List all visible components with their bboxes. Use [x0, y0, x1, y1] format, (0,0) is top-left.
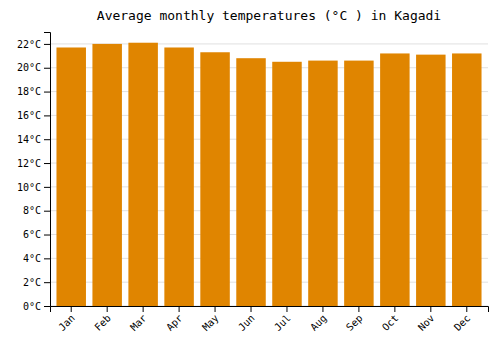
- x-tick-mark: [143, 306, 144, 312]
- y-tick-mark: [44, 163, 50, 164]
- x-tick-label: Jun: [236, 312, 257, 333]
- y-tick-label: 4°C: [23, 253, 41, 264]
- y-tick-mark: [44, 115, 50, 116]
- y-tick-label: 18°C: [17, 86, 41, 97]
- y-tick: 10°C: [17, 182, 50, 193]
- y-tick-mark: [44, 44, 50, 45]
- x-tick-label: Aug: [308, 312, 329, 333]
- x-tick-label: Oct: [380, 312, 401, 333]
- y-tick-mark: [44, 92, 50, 93]
- x-tick: Sep: [344, 306, 365, 333]
- x-tick-label: Dec: [452, 312, 473, 333]
- x-tick-mark: [322, 306, 323, 312]
- y-tick: 6°C: [23, 229, 50, 240]
- x-tick-label: Apr: [164, 312, 185, 333]
- x-tick-label: Jan: [56, 312, 77, 333]
- y-tick-label: 10°C: [17, 182, 41, 193]
- x-tick: Jun: [236, 306, 257, 333]
- bar: [452, 53, 481, 306]
- y-tick-mark: [44, 187, 50, 188]
- x-tick-mark: [71, 306, 72, 312]
- grid: [50, 44, 488, 306]
- y-tick-mark: [44, 235, 50, 236]
- bar: [56, 47, 85, 306]
- x-tick: Oct: [380, 306, 401, 333]
- y-tick-label: 16°C: [17, 110, 41, 121]
- plot: 0°C 2°C 4°C 6°C 8°C 10°C 12°C 14°C 16°C 18°C 20°C 2…: [17, 33, 489, 333]
- y-tick: 14°C: [17, 134, 50, 145]
- x-tick: Jul: [272, 306, 293, 333]
- x-tick-mark: [430, 306, 431, 312]
- y-tick-mark: [44, 68, 50, 69]
- y-tick: 4°C: [23, 253, 50, 264]
- x-tick: Jan: [56, 306, 77, 333]
- bar: [164, 47, 193, 306]
- y-tick-label: 12°C: [17, 158, 41, 169]
- x-tick: Nov: [416, 306, 437, 333]
- x-tick-mark: [394, 306, 395, 312]
- y-tick: 8°C: [23, 205, 50, 216]
- y-tick: 20°C: [17, 62, 50, 73]
- y-tick-label: 8°C: [23, 205, 41, 216]
- y-axis: 0°C 2°C 4°C 6°C 8°C 10°C 12°C 14°C 16°C 18°C 20°C 2…: [17, 33, 51, 312]
- y-tick: 2°C: [23, 277, 50, 288]
- x-tick: May: [200, 306, 221, 333]
- y-tick-label: 20°C: [17, 62, 41, 73]
- y-tick-label: 14°C: [17, 134, 41, 145]
- bar: [416, 55, 445, 306]
- y-tick: 12°C: [17, 158, 50, 169]
- x-tick-mark: [251, 306, 252, 312]
- x-tick-mark: [358, 306, 359, 312]
- x-tick-mark: [179, 306, 180, 312]
- x-tick-mark: [215, 306, 216, 312]
- bars: [56, 43, 481, 306]
- y-tick-mark: [44, 139, 50, 140]
- x-tick-mark: [466, 306, 467, 312]
- y-tick-label: 22°C: [17, 39, 41, 50]
- y-tick-label: 0°C: [23, 301, 41, 312]
- y-axis-line: [44, 33, 51, 307]
- x-axis-line: [51, 307, 489, 313]
- y-tick: 18°C: [17, 86, 50, 97]
- bar: [308, 61, 337, 306]
- x-tick: Apr: [164, 306, 185, 333]
- y-tick-label: 2°C: [23, 277, 41, 288]
- x-tick-label: Mar: [128, 312, 149, 333]
- y-tick-mark: [44, 282, 50, 283]
- x-tick-label: Sep: [344, 312, 365, 333]
- x-tick: Dec: [452, 306, 473, 333]
- x-tick-mark: [286, 306, 287, 312]
- x-tick: Mar: [128, 306, 149, 333]
- x-tick-mark: [107, 306, 108, 312]
- x-tick-label: Jul: [272, 312, 293, 333]
- x-tick-label: Feb: [92, 312, 113, 333]
- y-tick-mark: [44, 211, 50, 212]
- bar: [92, 44, 121, 306]
- title: Average monthly temperatures (°C ) in Ka…: [97, 8, 441, 23]
- bar: [200, 52, 229, 306]
- bar: [128, 43, 157, 306]
- bar: [272, 62, 301, 306]
- y-tick: 22°C: [17, 39, 50, 50]
- y-tick-mark: [44, 258, 50, 259]
- x-tick: Feb: [92, 306, 113, 333]
- y-tick-mark: [44, 306, 50, 307]
- y-tick-label: 6°C: [23, 229, 41, 240]
- bar: [236, 58, 265, 306]
- y-tick: 16°C: [17, 110, 50, 121]
- bar: [344, 61, 373, 306]
- x-tick: Aug: [308, 306, 329, 333]
- y-tick: 0°C: [23, 301, 50, 312]
- bar: [380, 53, 409, 306]
- chart: 0°C 2°C 4°C 6°C 8°C 10°C 12°C 14°C 16°C 18°C 20°C 2…: [0, 0, 500, 350]
- x-axis: Jan Feb Mar Apr May Jun Jul Aug Sep Oct Nov Dec: [51, 306, 489, 333]
- x-tick-label: May: [200, 312, 221, 333]
- x-tick-label: Nov: [416, 312, 437, 333]
